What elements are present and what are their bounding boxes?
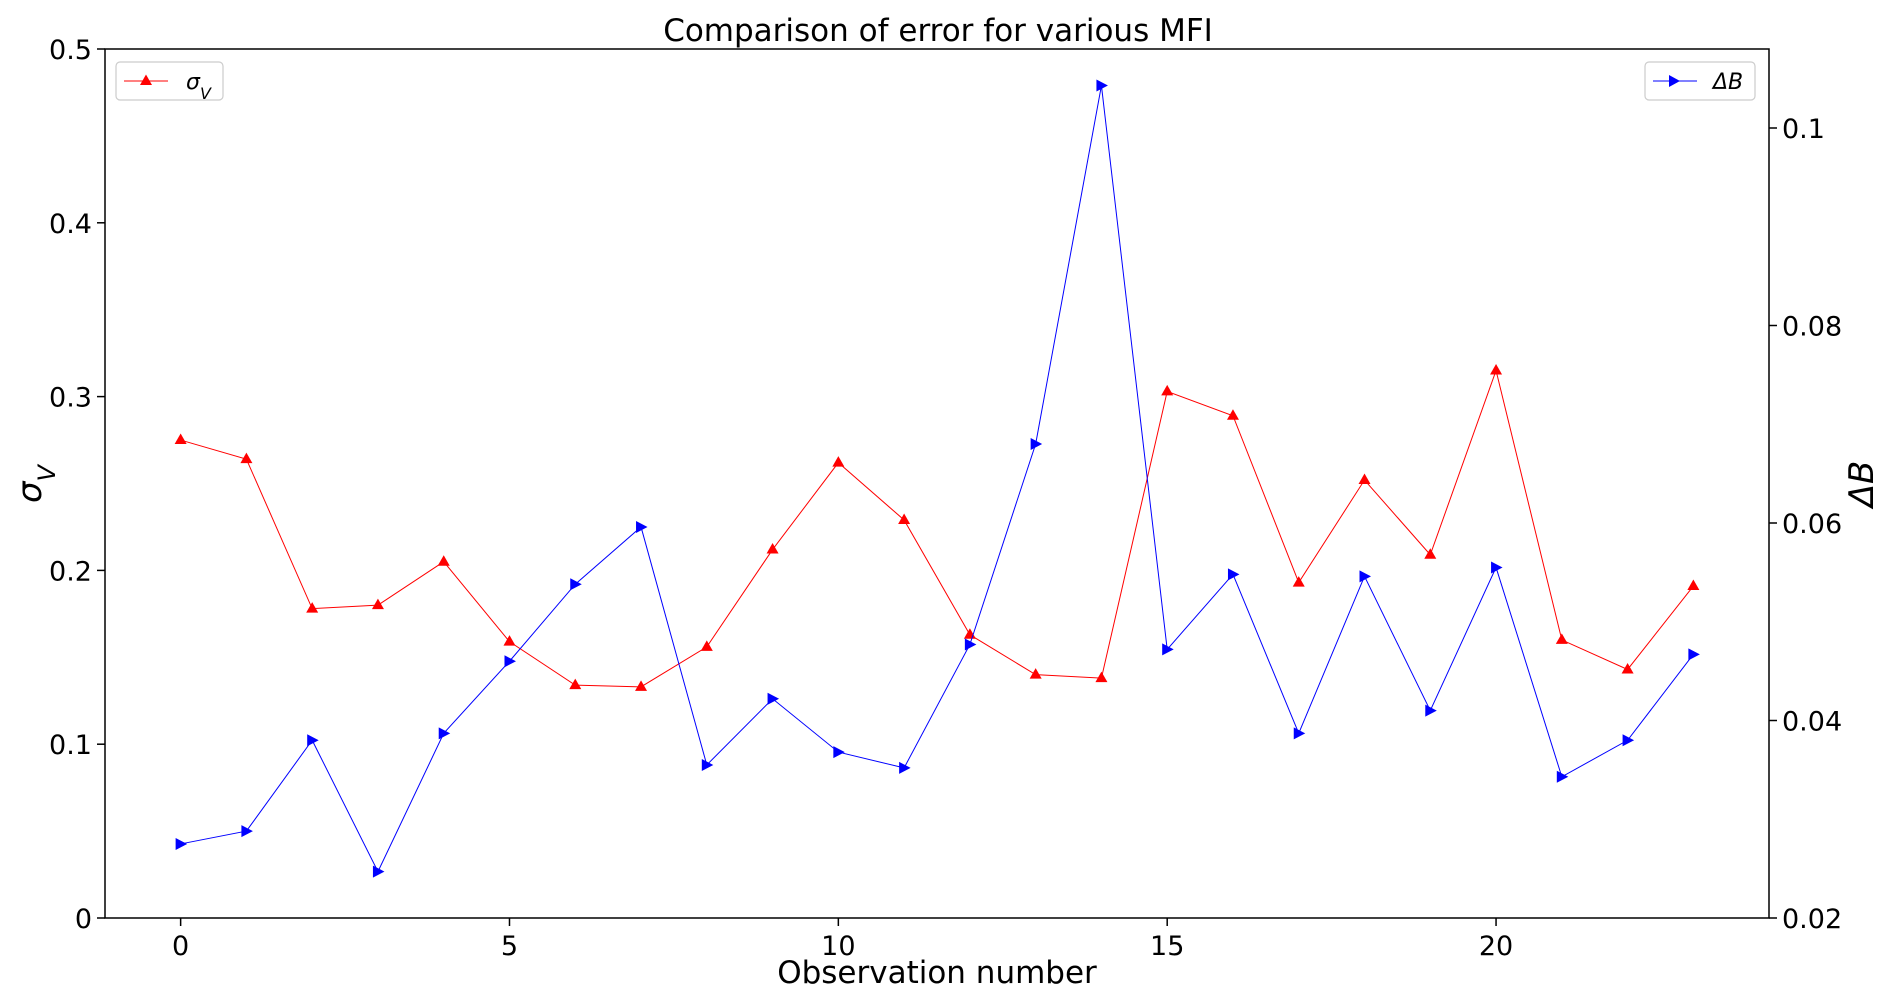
data-point-1-22 <box>1622 734 1635 747</box>
data-point-1-8 <box>701 758 714 771</box>
data-point-0-14 <box>1095 671 1108 683</box>
data-point-0-11 <box>898 513 911 524</box>
data-point-0-9 <box>766 543 779 554</box>
series-line-1 <box>180 85 1694 873</box>
right-tick-label: 0.1 <box>1782 114 1825 145</box>
x-tick-label: 20 <box>1479 931 1513 962</box>
data-point-0-0 <box>174 433 187 445</box>
legend-sigma-box <box>115 61 224 101</box>
x-axis-label: Observation number <box>777 955 1097 991</box>
right-tick-label: 0.08 <box>1782 312 1842 343</box>
legend-sigma-label-sub: V <box>200 84 212 103</box>
data-point-1-4 <box>438 727 451 740</box>
legend-deltab-box <box>1644 61 1756 101</box>
data-point-0-19 <box>1424 548 1437 559</box>
left-axis: 0 0.1 0.2 0.3 0.4 0.5 <box>49 35 105 935</box>
data-point-0-10 <box>832 456 845 467</box>
data-point-0-13 <box>1029 668 1042 679</box>
data-point-0-2 <box>306 602 319 613</box>
left-tick-label: 0.5 <box>49 35 92 66</box>
data-point-1-21 <box>1556 770 1569 783</box>
data-point-1-10 <box>833 746 845 759</box>
data-point-1-23 <box>1688 648 1700 661</box>
x-tick-label: 5 <box>501 931 518 962</box>
data-point-1-14 <box>1096 79 1108 92</box>
data-point-1-1 <box>241 825 253 838</box>
x-tick-label: 0 <box>172 931 189 962</box>
left-axis-label: σV <box>10 463 61 503</box>
plot-area <box>104 48 1770 919</box>
data-point-0-18 <box>1358 473 1371 485</box>
chart-title: Comparison of error for various MFI <box>663 13 1213 49</box>
x-tick-label: 15 <box>1150 931 1184 962</box>
data-point-1-18 <box>1359 570 1372 583</box>
legend-deltab-marker <box>1669 75 1680 87</box>
left-tick-label: 0.1 <box>49 730 92 761</box>
left-tick-label: 0.2 <box>49 556 92 587</box>
series-layer <box>174 79 1700 878</box>
series-line-0 <box>180 368 1694 688</box>
data-point-1-12 <box>964 638 977 651</box>
data-point-0-23 <box>1687 579 1700 591</box>
data-point-1-3 <box>372 865 385 878</box>
data-point-0-1 <box>240 452 253 464</box>
data-point-1-5 <box>504 655 516 668</box>
left-tick-label: 0.4 <box>49 209 92 240</box>
data-point-1-15 <box>1162 643 1174 656</box>
data-point-0-6 <box>569 678 582 690</box>
data-point-0-22 <box>1621 662 1634 674</box>
data-point-0-8 <box>700 640 713 651</box>
data-point-0-7 <box>635 680 648 691</box>
right-tick-label: 0.06 <box>1782 509 1842 540</box>
right-axis-label: ΔB <box>1842 461 1877 511</box>
data-point-1-16 <box>1227 568 1240 581</box>
legend-sigma-label: σV <box>186 70 212 103</box>
legend-sigma: σV <box>115 61 224 103</box>
data-point-1-13 <box>1030 438 1043 450</box>
data-point-1-0 <box>175 837 188 850</box>
x-tick-label: 10 <box>821 931 855 962</box>
data-point-1-6 <box>570 578 582 591</box>
x-axis: 0 5 10 15 20 <box>172 918 1513 962</box>
data-point-1-20 <box>1491 561 1503 574</box>
data-point-0-15 <box>1161 384 1174 396</box>
left-tick-label: 0 <box>75 904 92 935</box>
right-tick-label: 0.04 <box>1782 707 1842 738</box>
data-point-0-5 <box>503 635 516 646</box>
data-point-0-17 <box>1292 576 1305 587</box>
plot-frame <box>104 48 1770 919</box>
legend-deltab-label: ΔB <box>1711 70 1743 95</box>
left-tick-label: 0.3 <box>49 383 92 414</box>
data-point-0-12 <box>963 628 976 639</box>
data-point-1-9 <box>767 692 780 705</box>
data-point-1-17 <box>1293 727 1306 740</box>
data-point-1-2 <box>307 734 319 747</box>
data-point-0-16 <box>1226 409 1239 420</box>
data-point-0-3 <box>371 598 384 610</box>
data-point-1-19 <box>1425 704 1437 717</box>
legend-sigma-marker <box>140 74 152 85</box>
legend-sigma-label-main: σ <box>186 70 201 95</box>
left-axis-label-sub: V <box>33 463 61 481</box>
right-tick-label: 0.02 <box>1782 904 1842 935</box>
right-axis: 0.02 0.04 0.06 0.08 0.1 <box>1769 114 1842 935</box>
left-axis-label-main: σ <box>10 480 50 503</box>
data-point-1-11 <box>899 761 911 774</box>
data-point-1-7 <box>636 520 648 533</box>
data-point-0-20 <box>1490 364 1503 375</box>
legend-deltab: ΔB <box>1644 61 1756 101</box>
data-point-0-4 <box>437 555 450 566</box>
data-point-0-21 <box>1555 633 1568 644</box>
